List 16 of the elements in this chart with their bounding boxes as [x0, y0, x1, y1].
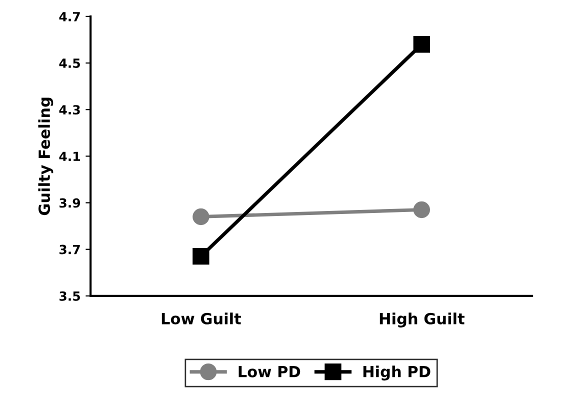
y-axis-title: Guilty Feeling: [38, 98, 54, 216]
point: [192, 248, 210, 265]
y-tick-label: 3.7: [60, 244, 80, 254]
point: [192, 208, 210, 226]
legend-label: High PD: [363, 366, 430, 380]
y-tick-label: 4.7: [59, 12, 80, 22]
x-tick-label: Low Guilt: [162, 312, 242, 324]
legend-label: Low PD: [238, 366, 300, 378]
y-tick-label: 3.5: [60, 291, 80, 301]
y-tick-label: 4.1: [59, 152, 80, 161]
point: [413, 36, 430, 53]
point: [413, 201, 430, 218]
x-tick-label: High Guilt: [380, 312, 464, 328]
y-tick-label: 3.9: [60, 198, 80, 208]
y-tick-label: 4.3: [59, 105, 80, 115]
y-tick-label: 4.5: [59, 58, 80, 68]
